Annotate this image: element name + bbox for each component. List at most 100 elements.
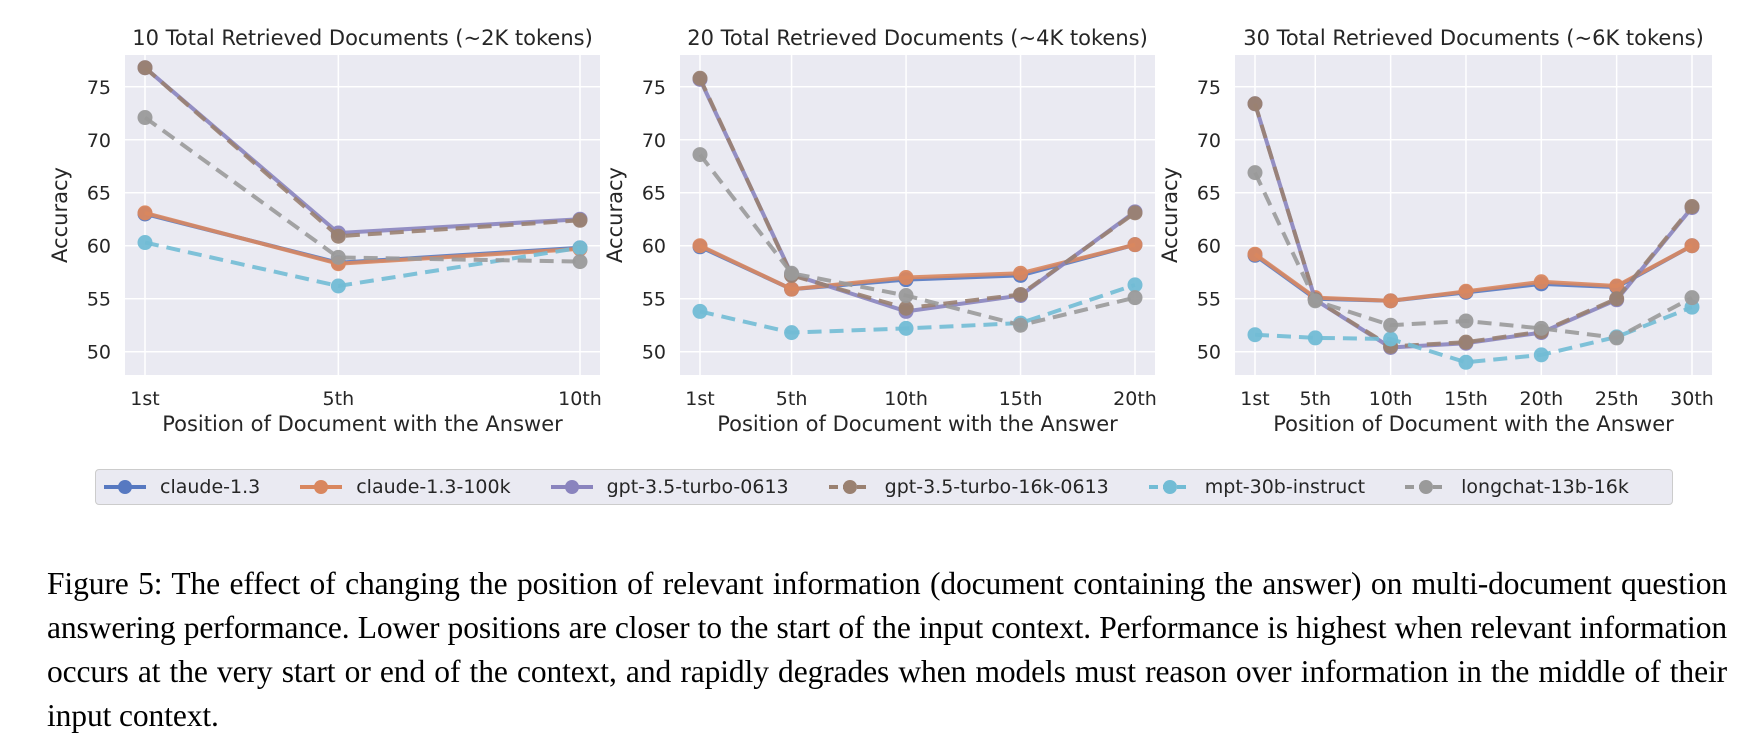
data-point-gpt-3-5-turbo-16k-0613 (1458, 334, 1474, 350)
legend-marker (314, 480, 329, 494)
legend-marker (118, 480, 132, 494)
data-point-longchat-13b-16k (898, 288, 914, 304)
data-point-mpt-30b-instruct (1127, 277, 1143, 293)
x-axis-label: Position of Document with the Answer (717, 412, 1118, 436)
legend-swatch (300, 480, 343, 494)
data-point-gpt-3-5-turbo-16k-0613 (1013, 286, 1029, 302)
data-point-mpt-30b-instruct (1247, 327, 1263, 343)
y-tick-label: 60 (1197, 236, 1221, 258)
x-tick-label: 30th (1670, 388, 1714, 410)
data-point-mpt-30b-instruct (1307, 330, 1323, 346)
legend-item: mpt-30b-instruct (1147, 476, 1365, 498)
data-point-claude-1-3-100k (692, 238, 708, 254)
chart-panel-2: 50 55 60 65 70 75 1st 5th 10th 15th 20th 20 Total R… (603, 26, 1157, 436)
y-axis-label: Accuracy (1158, 167, 1182, 263)
plot-background (1235, 55, 1712, 375)
plot-background (125, 55, 600, 375)
x-tick-label: 15th (1444, 388, 1488, 410)
legend: claude-1.3 claude-1.3-100k gpt-3.5-turbo-0… (95, 469, 1673, 505)
data-point-gpt-3-5-turbo-16k-0613 (692, 70, 708, 86)
legend-label: gpt-3.5-turbo-0613 (606, 476, 789, 498)
data-point-gpt-3-5-turbo-16k-0613 (1609, 291, 1625, 307)
data-point-mpt-30b-instruct (692, 303, 708, 319)
y-tick-label: 50 (642, 342, 666, 364)
legend-item: gpt-3.5-turbo-0613 (549, 476, 789, 498)
data-point-gpt-3-5-turbo-16k-0613 (572, 212, 588, 228)
y-tick-label: 60 (642, 236, 666, 258)
x-tick-label: 1st (685, 388, 714, 410)
data-point-mpt-30b-instruct (1383, 331, 1399, 347)
legend-marker (842, 480, 857, 494)
series-line-longchat-13b-16k (143, 115, 581, 264)
data-point-claude-1-3-100k (1609, 278, 1625, 294)
data-point-gpt-3-5-turbo-16k-0613 (898, 300, 914, 316)
data-point-claude-1-3-100k (1684, 238, 1700, 254)
chart-title: 30 Total Retrieved Documents (~6K tokens… (1243, 26, 1704, 50)
charts-canvas: 50 55 60 65 70 75 1st 5th 10th 10 Total Retrieved… (48, 26, 1714, 436)
data-point-mpt-30b-instruct (572, 240, 588, 256)
data-point-mpt-30b-instruct (1533, 347, 1549, 363)
data-point-claude-1-3-100k (1533, 274, 1549, 290)
data-point-longchat-13b-16k (1383, 317, 1399, 333)
data-point-longchat-13b-16k (1609, 330, 1625, 346)
data-point-longchat-13b-16k (1013, 317, 1029, 333)
x-tick-label: 20th (1519, 388, 1563, 410)
y-tick-label: 65 (1197, 183, 1221, 205)
x-tick-label: 5th (776, 388, 808, 410)
chart-panel-1: 50 55 60 65 70 75 1st 5th 10th 10 Total Retrieved… (48, 26, 602, 436)
y-tick-label: 50 (1197, 342, 1221, 364)
data-point-claude-1-3-100k (137, 205, 153, 221)
data-point-mpt-30b-instruct (1458, 354, 1474, 370)
legend-item: claude-1.3 (102, 476, 260, 498)
data-point-gpt-3-5-turbo-16k-0613 (1684, 199, 1700, 215)
y-tick-label: 75 (642, 77, 666, 99)
data-point-longchat-13b-16k (572, 254, 588, 270)
y-tick-label: 55 (1197, 289, 1221, 311)
legend-label: claude-1.3-100k (356, 476, 511, 498)
data-point-gpt-3-5-turbo-16k-0613 (330, 228, 346, 244)
y-tick-label: 70 (642, 130, 666, 152)
y-tick-label: 65 (87, 183, 111, 205)
data-point-longchat-13b-16k (1533, 320, 1549, 336)
data-point-mpt-30b-instruct (898, 320, 914, 336)
chart-panel-3: 50 55 60 65 70 75 1st 5th 10th 15th 20th 25th 30th 30… (1158, 26, 1714, 436)
data-point-claude-1-3-100k (1247, 246, 1263, 262)
legend-item: claude-1.3-100k (298, 476, 511, 498)
legend-item: longchat-13b-16k (1403, 476, 1629, 498)
y-tick-label: 55 (87, 289, 111, 311)
legend-label: claude-1.3 (160, 476, 261, 498)
data-point-longchat-13b-16k (692, 147, 708, 163)
data-point-longchat-13b-16k (137, 110, 153, 126)
chart-title: 10 Total Retrieved Documents (~2K tokens… (132, 26, 593, 50)
legend-swatch (1148, 480, 1191, 494)
plot-background (680, 55, 1155, 375)
data-point-longchat-13b-16k (1307, 293, 1323, 309)
data-point-gpt-3-5-turbo-16k-0613 (1247, 96, 1263, 112)
figure-caption: Figure 5: The effect of changing the pos… (47, 566, 1727, 733)
x-tick-label: 1st (130, 388, 159, 410)
y-tick-label: 55 (642, 289, 666, 311)
x-tick-label: 10th (884, 388, 928, 410)
legend-label: mpt-30b-instruct (1204, 476, 1366, 498)
data-point-longchat-13b-16k (330, 249, 346, 265)
data-point-mpt-30b-instruct (784, 325, 800, 341)
legend-marker (1419, 480, 1434, 494)
data-point-claude-1-3-100k (1013, 265, 1029, 281)
x-axis-label: Position of Document with the Answer (162, 412, 563, 436)
y-axis-label: Accuracy (48, 167, 72, 263)
x-tick-label: 25th (1595, 388, 1639, 410)
data-point-claude-1-3-100k (1383, 293, 1399, 309)
data-point-claude-1-3-100k (1458, 283, 1474, 299)
x-tick-label: 20th (1113, 388, 1157, 410)
x-axis-label: Position of Document with the Answer (1273, 412, 1674, 436)
x-tick-label: 1st (1240, 388, 1269, 410)
data-point-mpt-30b-instruct (137, 235, 153, 251)
legend-swatch (104, 480, 146, 494)
data-point-claude-1-3-100k (784, 281, 800, 297)
chart-title: 20 Total Retrieved Documents (~4K tokens… (687, 26, 1148, 50)
data-point-longchat-13b-16k (1458, 313, 1474, 329)
y-axis-label: Accuracy (603, 167, 627, 263)
legend-label: longchat-13b-16k (1461, 476, 1629, 498)
y-tick-label: 65 (642, 183, 666, 205)
